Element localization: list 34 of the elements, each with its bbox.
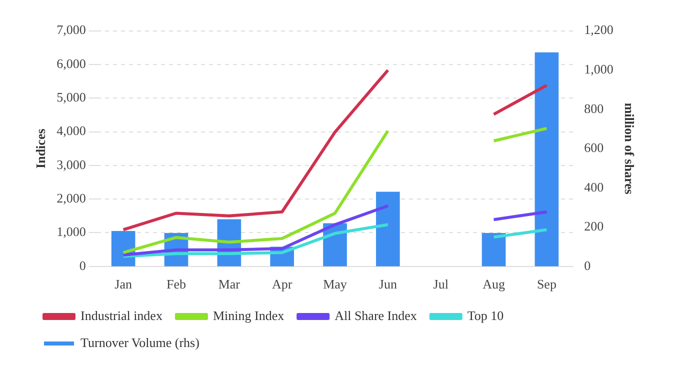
legend-label: Mining Index	[212, 308, 285, 323]
y-tick-label: 5,000	[56, 90, 86, 105]
y-tick-label: 3,000	[56, 156, 86, 172]
y-tick-label: 0	[79, 258, 86, 273]
bar	[482, 233, 506, 266]
x-tick-label: Aug	[482, 276, 506, 292]
y2-tick-label: 400	[584, 179, 604, 194]
bar	[376, 192, 400, 266]
x-tick-label: Mar	[218, 276, 241, 292]
y-tick-label: 4,000	[56, 123, 86, 138]
legend-label: Industrial index	[80, 308, 163, 323]
y-tick-label: 6,000	[56, 56, 86, 71]
y2-tick-label: 800	[584, 100, 604, 116]
y2-tick-label: 1,000	[584, 61, 614, 76]
x-tick-label: Apr	[272, 276, 293, 292]
y-axis-title: Indices	[33, 128, 48, 168]
x-tick-label: Jun	[378, 276, 398, 292]
y2-tick-label: 0	[584, 258, 591, 273]
bar	[534, 52, 559, 266]
y2-tick-label: 600	[584, 140, 604, 156]
y2-axis-title: million of shares	[622, 102, 637, 194]
y-tick-label: 7,000	[56, 22, 86, 38]
x-tick-label: Jan	[114, 276, 132, 292]
legend-label: Top 10	[467, 308, 504, 323]
y2-tick-label: 200	[584, 218, 604, 234]
legend-label: Turnover Volume (rhs)	[80, 334, 200, 350]
x-tick-label: May	[323, 276, 348, 292]
legend-label: All Share Index	[334, 308, 418, 323]
x-tick-label: Jul	[433, 276, 449, 292]
y-tick-label: 1,000	[56, 224, 86, 240]
y2-tick-label: 1,200	[584, 22, 614, 38]
x-tick-label: Feb	[166, 276, 186, 292]
x-tick-label: Sep	[536, 276, 556, 292]
y-tick-label: 2,000	[56, 190, 86, 206]
